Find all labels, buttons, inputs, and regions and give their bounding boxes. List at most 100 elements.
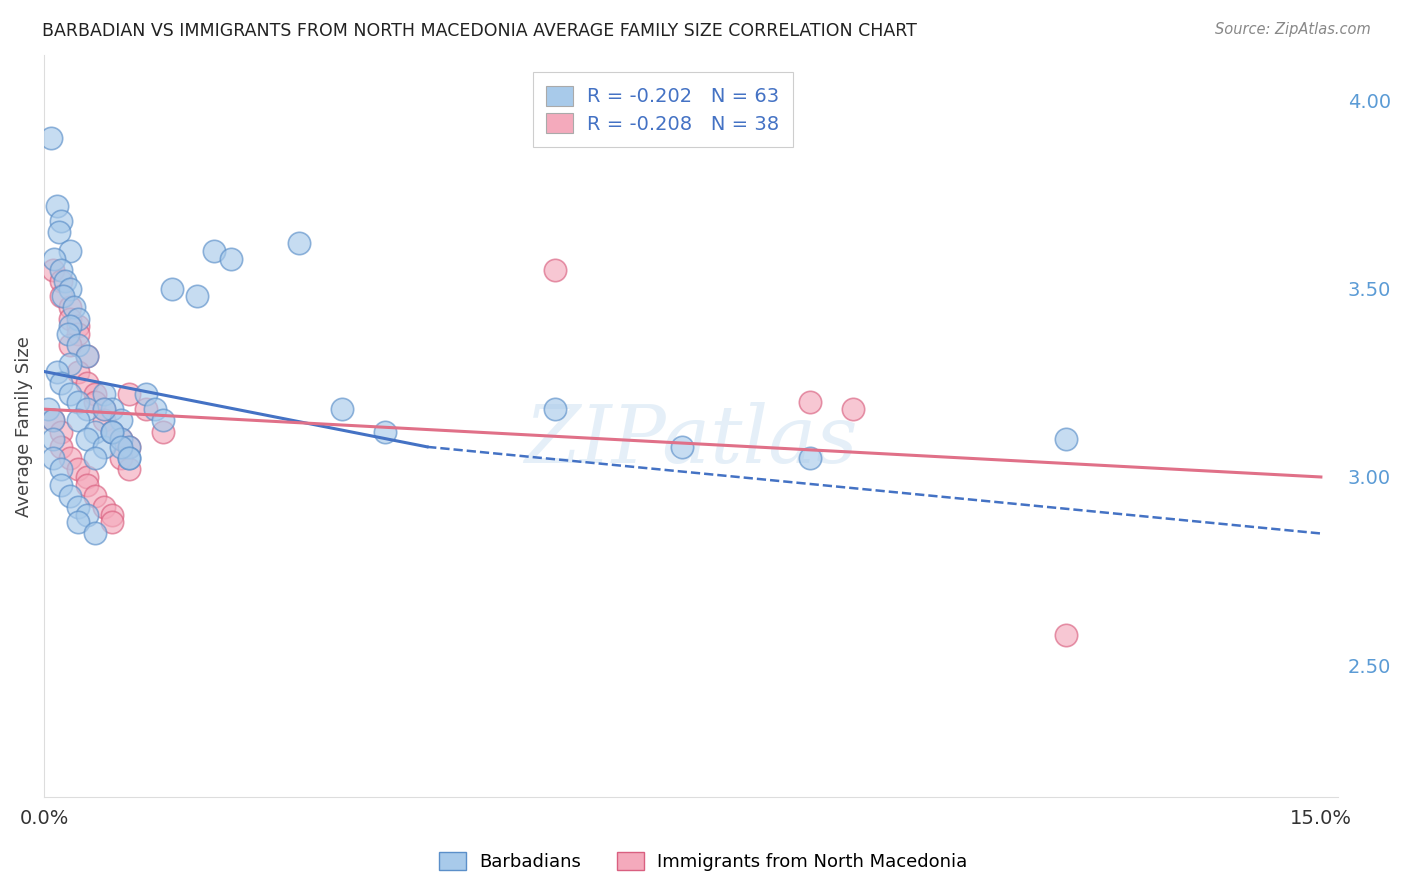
Point bbox=[49, 440, 72, 454]
Point bbox=[118, 451, 141, 466]
Point bbox=[152, 413, 174, 427]
Point bbox=[59, 311, 82, 326]
Point bbox=[118, 440, 141, 454]
Point bbox=[101, 402, 124, 417]
Point bbox=[221, 252, 243, 266]
Point bbox=[118, 387, 141, 401]
Point bbox=[59, 319, 82, 334]
Point bbox=[84, 394, 107, 409]
Point bbox=[799, 451, 821, 466]
Point bbox=[671, 440, 693, 454]
Point bbox=[41, 413, 63, 427]
Point bbox=[93, 500, 115, 515]
Point bbox=[152, 425, 174, 439]
Point bbox=[84, 425, 107, 439]
Point bbox=[67, 515, 90, 529]
Point bbox=[186, 289, 208, 303]
Point bbox=[49, 214, 72, 228]
Point bbox=[59, 301, 82, 315]
Point bbox=[110, 433, 132, 447]
Point bbox=[49, 376, 72, 390]
Y-axis label: Average Family Size: Average Family Size bbox=[15, 335, 32, 516]
Point bbox=[67, 500, 90, 515]
Point bbox=[93, 402, 115, 417]
Point bbox=[110, 440, 132, 454]
Point bbox=[101, 425, 124, 439]
Point bbox=[37, 402, 59, 417]
Point bbox=[63, 301, 86, 315]
Point bbox=[76, 508, 98, 522]
Point bbox=[67, 319, 90, 334]
Point bbox=[76, 350, 98, 364]
Point bbox=[118, 462, 141, 476]
Point bbox=[41, 413, 63, 427]
Point bbox=[55, 274, 77, 288]
Point bbox=[49, 477, 72, 491]
Point bbox=[110, 413, 132, 427]
Point bbox=[84, 387, 107, 401]
Point bbox=[59, 489, 82, 503]
Point bbox=[67, 394, 90, 409]
Point bbox=[56, 326, 79, 341]
Point bbox=[93, 387, 115, 401]
Point bbox=[84, 489, 107, 503]
Point bbox=[202, 244, 225, 258]
Point bbox=[1054, 628, 1077, 642]
Point bbox=[101, 515, 124, 529]
Point bbox=[101, 425, 124, 439]
Point bbox=[799, 394, 821, 409]
Point bbox=[49, 274, 72, 288]
Text: ZIPatlas: ZIPatlas bbox=[524, 402, 858, 480]
Point bbox=[841, 402, 863, 417]
Point bbox=[101, 425, 124, 439]
Point bbox=[49, 262, 72, 277]
Legend: R = -0.202   N = 63, R = -0.208   N = 38: R = -0.202 N = 63, R = -0.208 N = 38 bbox=[533, 72, 793, 147]
Point bbox=[39, 131, 62, 145]
Point bbox=[101, 508, 124, 522]
Point bbox=[67, 311, 90, 326]
Point bbox=[288, 236, 311, 251]
Point bbox=[374, 425, 396, 439]
Point bbox=[76, 350, 98, 364]
Point bbox=[135, 387, 157, 401]
Point bbox=[110, 451, 132, 466]
Text: Source: ZipAtlas.com: Source: ZipAtlas.com bbox=[1215, 22, 1371, 37]
Point bbox=[45, 199, 67, 213]
Point bbox=[160, 282, 183, 296]
Point bbox=[76, 402, 98, 417]
Point bbox=[84, 526, 107, 541]
Point bbox=[544, 262, 567, 277]
Point bbox=[135, 402, 157, 417]
Legend: Barbadians, Immigrants from North Macedonia: Barbadians, Immigrants from North Macedo… bbox=[432, 845, 974, 879]
Point bbox=[67, 326, 90, 341]
Point bbox=[67, 462, 90, 476]
Point bbox=[118, 440, 141, 454]
Point bbox=[1054, 433, 1077, 447]
Point bbox=[76, 433, 98, 447]
Point bbox=[49, 289, 72, 303]
Point bbox=[67, 365, 90, 379]
Point bbox=[45, 365, 67, 379]
Point bbox=[544, 402, 567, 417]
Point bbox=[76, 376, 98, 390]
Point bbox=[59, 387, 82, 401]
Point bbox=[143, 402, 166, 417]
Point bbox=[118, 451, 141, 466]
Point bbox=[59, 357, 82, 371]
Point bbox=[93, 402, 115, 417]
Point bbox=[76, 470, 98, 484]
Point bbox=[76, 477, 98, 491]
Point bbox=[330, 402, 353, 417]
Point bbox=[67, 338, 90, 352]
Point bbox=[49, 425, 72, 439]
Point bbox=[59, 282, 82, 296]
Point bbox=[59, 244, 82, 258]
Text: BARBADIAN VS IMMIGRANTS FROM NORTH MACEDONIA AVERAGE FAMILY SIZE CORRELATION CHA: BARBADIAN VS IMMIGRANTS FROM NORTH MACED… bbox=[42, 22, 917, 40]
Point bbox=[110, 433, 132, 447]
Point bbox=[52, 289, 75, 303]
Point bbox=[93, 413, 115, 427]
Point bbox=[41, 433, 63, 447]
Point bbox=[59, 338, 82, 352]
Point bbox=[93, 440, 115, 454]
Point bbox=[84, 451, 107, 466]
